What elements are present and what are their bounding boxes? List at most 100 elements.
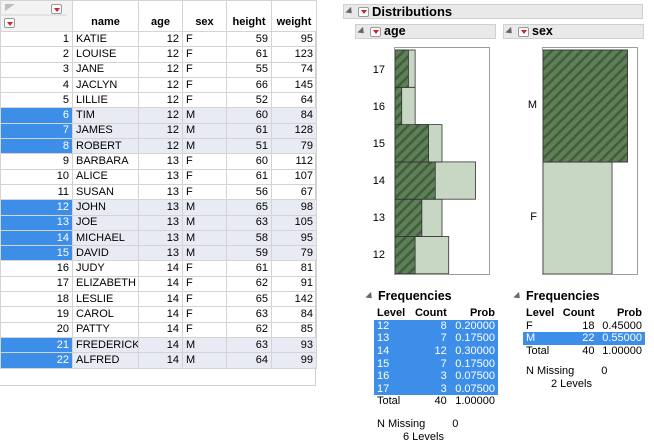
distributions-header[interactable]: Distributions [343, 4, 643, 19]
cell-weight[interactable]: 98 [271, 199, 317, 216]
row-number[interactable]: 12 [0, 199, 73, 216]
cell-height[interactable]: 65 [226, 199, 272, 216]
cell-age[interactable]: 13 [138, 183, 183, 201]
cell-name[interactable]: JAMES [72, 122, 139, 140]
cell-weight[interactable]: 128 [271, 122, 317, 140]
cell-name[interactable]: DAVID [72, 245, 139, 262]
cell-height[interactable]: 65 [226, 291, 272, 308]
column-header-sex[interactable]: sex [182, 0, 227, 32]
cell-name[interactable]: ALICE [72, 168, 139, 185]
table-row[interactable]: 4 JACLYN 12 F 66 145 [0, 76, 317, 94]
cell-name[interactable]: LILLIE [72, 92, 139, 109]
freq-row[interactable]: 14 12 0.30000 [374, 344, 498, 358]
cell-name[interactable]: CAROL [72, 306, 139, 323]
cell-name[interactable]: LESLIE [72, 291, 139, 308]
row-number[interactable]: 11 [0, 183, 73, 201]
cell-weight[interactable]: 64 [271, 92, 317, 109]
table-row[interactable]: 13 JOE 13 M 63 105 [0, 214, 317, 231]
cell-age[interactable]: 14 [138, 291, 183, 308]
cell-weight[interactable]: 85 [271, 321, 317, 338]
cell-name[interactable]: ALFRED [72, 352, 139, 369]
row-number[interactable]: 21 [0, 336, 73, 354]
cell-sex[interactable]: M [182, 336, 227, 354]
row-number[interactable]: 17 [0, 275, 73, 293]
cell-sex[interactable]: M [182, 138, 227, 155]
disclosure-icon[interactable] [357, 26, 367, 37]
cell-weight[interactable]: 123 [271, 46, 317, 63]
table-row[interactable]: 3 JANE 12 F 55 74 [0, 61, 317, 78]
cell-sex[interactable]: M [182, 122, 227, 140]
age-selected-bar-16[interactable] [394, 86, 403, 125]
cell-name[interactable]: TIM [72, 107, 139, 124]
corner-selector-icon[interactable] [1, 1, 67, 31]
cell-sex[interactable]: M [182, 229, 227, 247]
cell-weight[interactable]: 91 [271, 275, 317, 293]
cell-height[interactable]: 61 [226, 46, 272, 63]
cell-sex[interactable]: F [182, 275, 227, 293]
cell-weight[interactable]: 81 [271, 260, 317, 277]
cell-weight[interactable]: 93 [271, 336, 317, 354]
table-corner[interactable] [0, 0, 73, 32]
row-number[interactable]: 15 [0, 245, 73, 262]
cell-height[interactable]: 62 [226, 321, 272, 338]
cell-weight[interactable]: 79 [271, 245, 317, 262]
freq-row[interactable]: 16 3 0.07500 [374, 369, 498, 383]
cell-age[interactable]: 14 [138, 275, 183, 293]
cell-age[interactable]: 12 [138, 46, 183, 63]
cell-weight[interactable]: 74 [271, 61, 317, 78]
row-number[interactable]: 2 [0, 46, 73, 63]
sex-bar-chart[interactable] [542, 47, 638, 275]
cell-age[interactable]: 14 [138, 321, 183, 338]
cell-height[interactable]: 62 [226, 275, 272, 293]
cell-weight[interactable]: 105 [271, 214, 317, 231]
table-row[interactable]: 15 DAVID 13 M 59 79 [0, 245, 317, 262]
table-row[interactable]: 1 KATIE 12 F 59 95 [0, 30, 317, 48]
freq-row[interactable]: 13 7 0.17500 [374, 332, 498, 345]
cell-name[interactable]: JANE [72, 61, 139, 78]
cell-height[interactable]: 63 [226, 214, 272, 231]
table-row[interactable]: 6 TIM 12 M 60 84 [0, 107, 317, 124]
cell-height[interactable]: 59 [226, 245, 272, 262]
cell-sex[interactable]: M [182, 199, 227, 216]
age-selected-bar-14[interactable] [394, 161, 436, 200]
cell-name[interactable]: ELIZABETH [72, 275, 139, 293]
freq-row[interactable]: F 18 0.45000 [523, 320, 645, 333]
cell-height[interactable]: 63 [226, 336, 272, 354]
sex-frequencies-header[interactable]: Frequencies [513, 288, 600, 304]
cell-height[interactable]: 52 [226, 92, 272, 109]
cell-height[interactable]: 51 [226, 138, 272, 155]
cell-name[interactable]: BARBARA [72, 153, 139, 170]
cell-sex[interactable]: M [182, 214, 227, 231]
row-number[interactable]: 1 [0, 30, 73, 48]
cell-sex[interactable]: F [182, 92, 227, 109]
cell-weight[interactable]: 142 [271, 291, 317, 308]
cell-height[interactable]: 61 [226, 260, 272, 277]
table-row[interactable]: 14 MICHAEL 13 M 58 95 [0, 229, 317, 247]
table-row[interactable]: 10 ALICE 13 F 61 107 [0, 168, 317, 185]
row-number[interactable]: 6 [0, 107, 73, 124]
cell-weight[interactable]: 67 [271, 183, 317, 201]
column-header-age[interactable]: age [138, 0, 183, 32]
cell-height[interactable]: 58 [226, 229, 272, 247]
cell-age[interactable]: 14 [138, 260, 183, 277]
cell-age[interactable]: 13 [138, 168, 183, 185]
cell-weight[interactable]: 112 [271, 153, 317, 170]
cell-age[interactable]: 12 [138, 61, 183, 78]
cell-weight[interactable]: 79 [271, 138, 317, 155]
cell-age[interactable]: 12 [138, 76, 183, 94]
table-row[interactable]: 16 JUDY 14 F 61 81 [0, 260, 317, 277]
table-row[interactable]: 20 PATTY 14 F 62 85 [0, 321, 317, 338]
table-row[interactable]: 8 ROBERT 12 M 51 79 [0, 138, 317, 155]
age-selected-bar-17[interactable] [394, 49, 409, 88]
cell-sex[interactable]: F [182, 61, 227, 78]
cell-weight[interactable]: 99 [271, 352, 317, 369]
cell-weight[interactable]: 95 [271, 30, 317, 48]
table-row[interactable]: 19 CAROL 14 F 63 84 [0, 306, 317, 323]
cell-sex[interactable]: F [182, 260, 227, 277]
table-row[interactable]: 7 JAMES 12 M 61 128 [0, 122, 317, 140]
cell-weight[interactable]: 84 [271, 107, 317, 124]
table-row[interactable]: 12 JOHN 13 M 65 98 [0, 199, 317, 216]
table-row[interactable]: 9 BARBARA 13 F 60 112 [0, 153, 317, 170]
cell-age[interactable]: 14 [138, 352, 183, 369]
cell-sex[interactable]: M [182, 245, 227, 262]
